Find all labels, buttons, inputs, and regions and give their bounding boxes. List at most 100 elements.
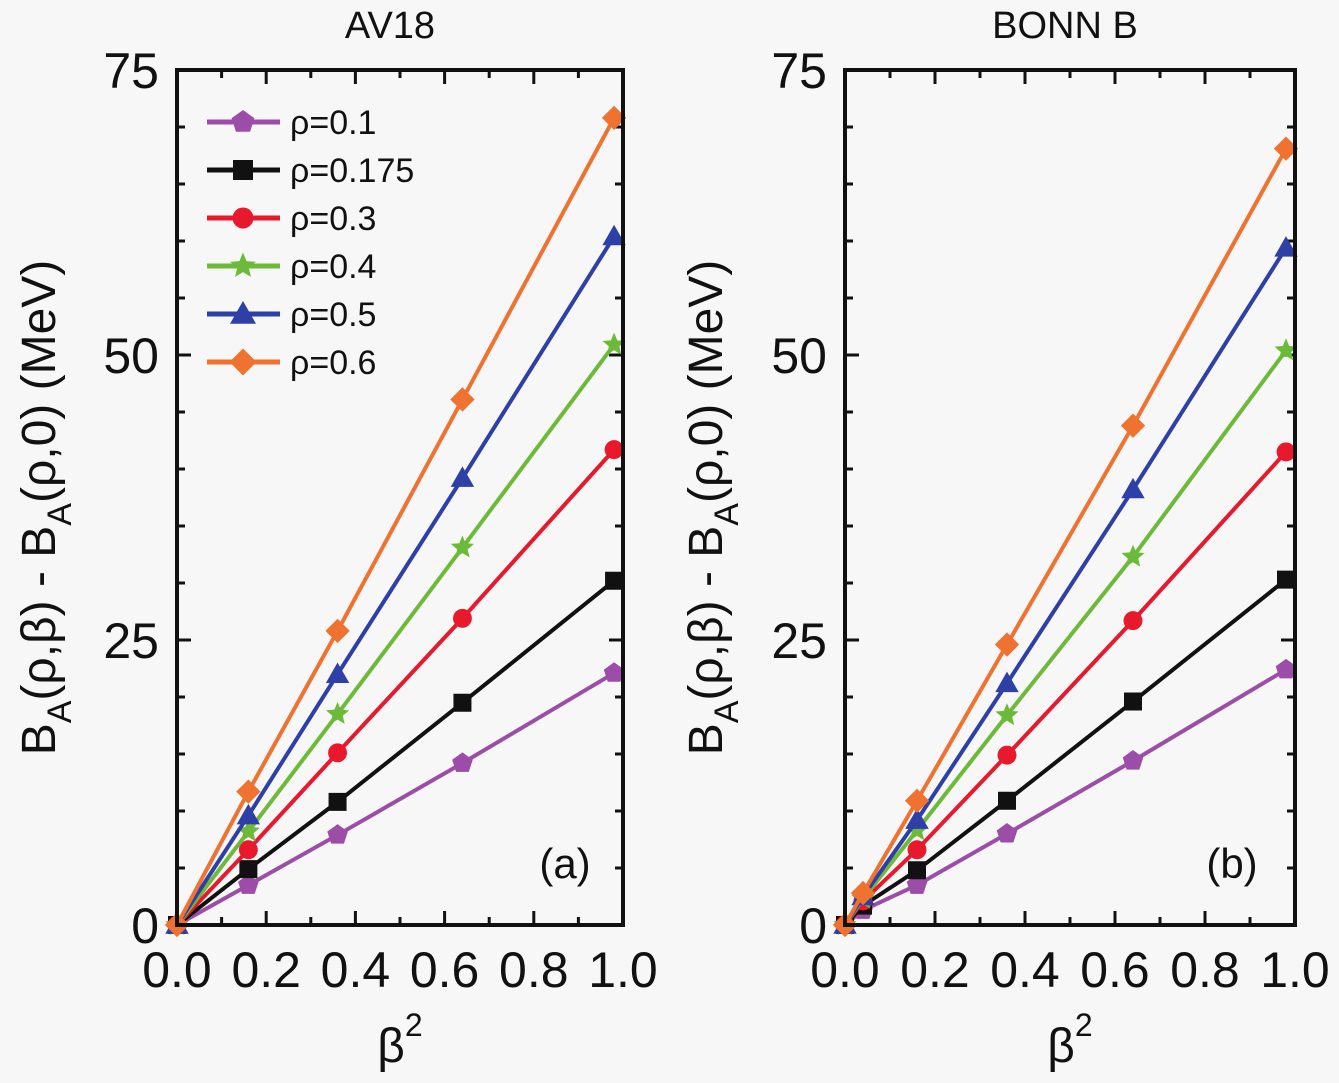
panel-b: BONN B0.0 0.2 0.4 0.6 0.8 1.00255075β2BA(ρ,β)…	[680, 5, 1330, 1073]
data-point	[238, 874, 259, 894]
data-point	[996, 823, 1018, 843]
data-point	[1273, 136, 1299, 161]
data-point	[450, 466, 475, 487]
data-point	[238, 840, 258, 860]
data-point	[452, 752, 473, 772]
y-tick-label: 0	[131, 898, 159, 954]
x-axis-label-exponent: 2	[1075, 1007, 1093, 1043]
data-point	[905, 808, 929, 829]
data-point	[1274, 236, 1298, 257]
data-point	[1122, 750, 1144, 770]
data-point	[905, 818, 929, 841]
data-point	[603, 662, 625, 682]
data-point	[1123, 611, 1143, 631]
y-tick-label: 25	[103, 613, 159, 669]
data-point	[602, 332, 626, 355]
x-axis-label-base: β	[377, 1020, 405, 1073]
data-point	[328, 792, 347, 811]
x-tick-label: 1.0	[1260, 942, 1330, 998]
data-point	[994, 632, 1020, 657]
legend-label: ρ=0.5	[290, 296, 376, 334]
y-axis-label-part: (ρ,0) (MeV)	[680, 260, 733, 503]
data-point	[327, 824, 348, 844]
y-axis-label: BA(ρ,β) - BA(ρ,0) (MeV)	[680, 260, 746, 756]
y-axis-label-part: (ρ,β) - B	[680, 526, 733, 701]
x-axis-label-exponent: 2	[405, 1007, 423, 1043]
data-point	[236, 803, 261, 825]
panel-tag: (b)	[1206, 840, 1257, 887]
y-axis-label-subscript: A	[41, 700, 79, 723]
data-point	[236, 819, 260, 842]
data-point	[326, 701, 350, 724]
y-axis-label-subscript: A	[41, 503, 79, 526]
data-point	[236, 779, 261, 804]
y-axis-label-part: B	[13, 723, 66, 755]
series---0-5	[833, 236, 1298, 934]
series---0-5	[165, 224, 626, 934]
y-tick-label: 0	[799, 898, 827, 954]
data-point	[995, 671, 1019, 693]
data-point	[239, 860, 258, 879]
x-tick-label: 0.4	[990, 942, 1060, 998]
legend-item: ρ=0.1	[207, 104, 376, 142]
series-line	[843, 147, 1288, 926]
x-axis-label: β2	[1047, 1007, 1092, 1073]
y-axis-label-part: B	[680, 723, 733, 755]
legend-item: ρ=0.4	[207, 248, 376, 286]
data-point	[450, 535, 474, 558]
data-point	[1277, 570, 1295, 589]
x-tick-label: 0.8	[1170, 942, 1240, 998]
legend-marker-star	[230, 252, 256, 277]
series---0-6	[164, 105, 627, 938]
legend-item: ρ=0.6	[207, 344, 376, 382]
plot-frame	[175, 68, 625, 927]
data-point	[452, 608, 472, 628]
data-point	[325, 662, 350, 683]
data-point	[604, 440, 624, 460]
legend-label: ρ=0.6	[290, 344, 376, 382]
y-tick-label: 75	[771, 43, 827, 99]
data-point	[1124, 692, 1142, 711]
legend: ρ=0.1 ρ=0.175 ρ=0.3 ρ=0.4 ρ=0.5 ρ=0.6	[207, 104, 414, 382]
series---0-6	[832, 136, 1299, 938]
data-point	[907, 840, 927, 860]
legend-marker-square	[233, 160, 253, 180]
panel-tag: (a)	[539, 840, 590, 887]
x-tick-label: 0.2	[900, 942, 970, 998]
data-point	[602, 224, 626, 246]
y-axis-label-part: (ρ,0) (MeV)	[13, 260, 66, 503]
data-point	[1275, 658, 1297, 679]
y-tick-label: 75	[103, 43, 159, 99]
x-tick-label: 0.6	[1080, 942, 1150, 998]
data-point	[450, 387, 475, 412]
series---0-1	[166, 662, 625, 934]
y-axis-label-subscript: A	[708, 700, 746, 723]
data-point	[1276, 442, 1296, 462]
x-axis-label: β2	[377, 1007, 422, 1073]
x-tick-label: 0.4	[321, 942, 391, 998]
data-point	[1274, 338, 1298, 361]
data-point	[997, 745, 1017, 765]
legend-label: ρ=0.1	[290, 104, 376, 142]
series---0-1	[834, 658, 1297, 934]
y-tick-label: 50	[771, 328, 827, 384]
y-tick-label: 25	[771, 613, 827, 669]
data-point	[850, 880, 876, 906]
legend-marker-circle	[232, 207, 254, 229]
y-axis-label-subscript: A	[708, 503, 746, 526]
data-point	[453, 693, 472, 712]
data-point	[908, 861, 926, 880]
legend-marker-pentagon	[231, 110, 255, 132]
legend-item: ρ=0.3	[207, 200, 376, 238]
x-tick-label: 0.0	[142, 942, 212, 998]
legend-label: ρ=0.4	[290, 248, 376, 286]
data-point	[995, 703, 1019, 726]
legend-item: ρ=0.175	[207, 152, 414, 190]
data-point	[325, 618, 350, 644]
x-tick-label: 0.2	[231, 942, 301, 998]
legend-label: ρ=0.175	[290, 152, 414, 190]
data-point	[998, 791, 1016, 810]
data-point	[1120, 413, 1146, 438]
